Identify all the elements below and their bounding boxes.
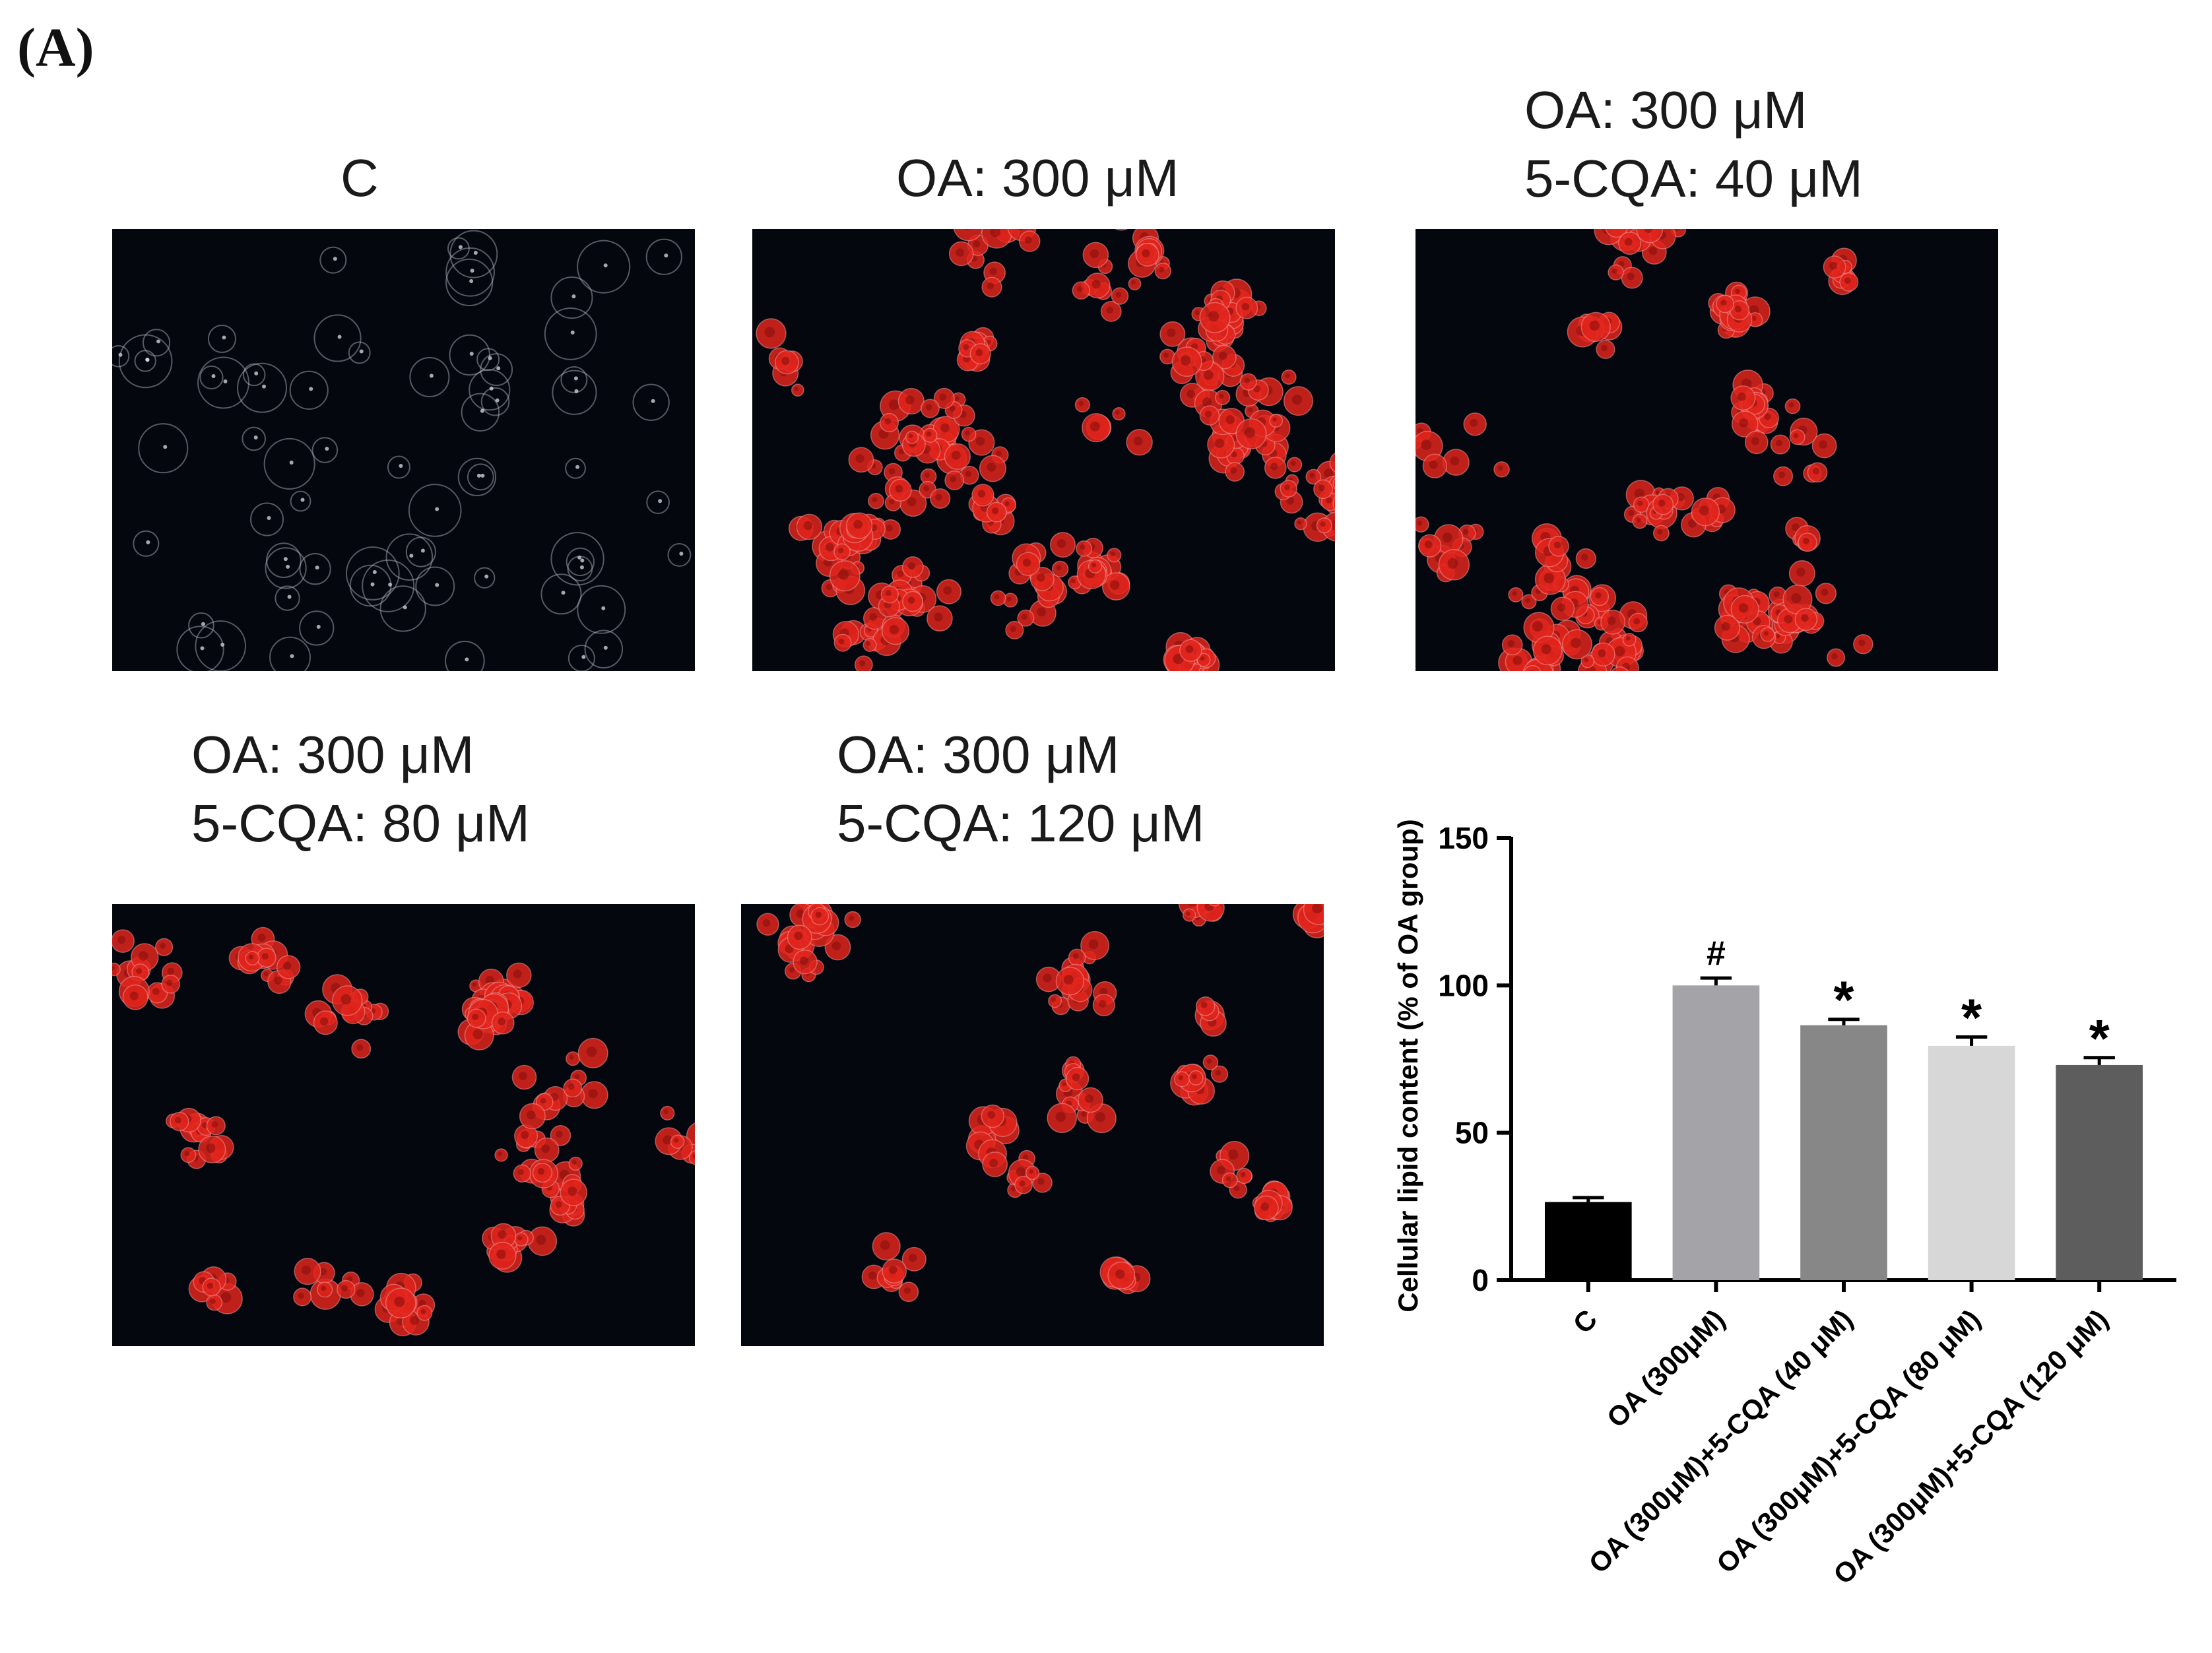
micrograph-oa-300 <box>752 229 1335 671</box>
bar <box>2056 1064 2143 1280</box>
y-axis-label: Cellular lipid content (% of OA group) <box>1392 819 1423 1312</box>
label-oa-cqa-120: OA: 300 μM 5-CQA: 120 μM <box>837 725 1205 853</box>
bar <box>1928 1045 2015 1280</box>
label-oa-cqa-80: OA: 300 μM 5-CQA: 80 μM <box>191 725 530 853</box>
significance-marker: * <box>2089 1009 2110 1068</box>
y-tick-label: 50 <box>1455 1116 1489 1150</box>
micrograph-oa-cqa-120 <box>741 904 1324 1346</box>
x-tick-label: OA (300μM)+5-CQA (40 μM) <box>1582 1303 1858 1579</box>
y-tick-label: 150 <box>1438 821 1489 855</box>
significance-marker: # <box>1707 934 1726 973</box>
significance-marker: * <box>1961 989 1982 1047</box>
lipid-content-bar-chart: 0 50 100 150 Cellular lipid content (% of OA… <box>1392 819 2176 1590</box>
y-tick-label: 100 <box>1438 968 1489 1002</box>
bar <box>1672 985 1760 1280</box>
micrograph-control <box>112 229 695 671</box>
bar <box>1800 1025 1887 1280</box>
label-oa-cqa-40: OA: 300 μM 5-CQA: 40 μM <box>1524 81 1863 208</box>
x-tick-label: OA (300μM) <box>1601 1303 1731 1433</box>
x-tick-label: OA (300μM)+5-CQA (120 μM) <box>1827 1303 2114 1590</box>
x-tick-label: OA (300μM)+5-CQA (80 μM) <box>1710 1303 1986 1579</box>
x-tick-label: C <box>1567 1303 1603 1340</box>
label-control: C <box>341 148 379 207</box>
micrograph-oa-cqa-80 <box>112 904 695 1346</box>
micrograph-oa-cqa-40 <box>1415 229 1998 671</box>
label-oa-300: OA: 300 μM <box>896 148 1179 207</box>
bar <box>1544 1202 1632 1280</box>
y-tick-label: 0 <box>1472 1263 1489 1297</box>
significance-marker: * <box>1833 971 1854 1029</box>
panel-label: (A) <box>17 17 94 79</box>
